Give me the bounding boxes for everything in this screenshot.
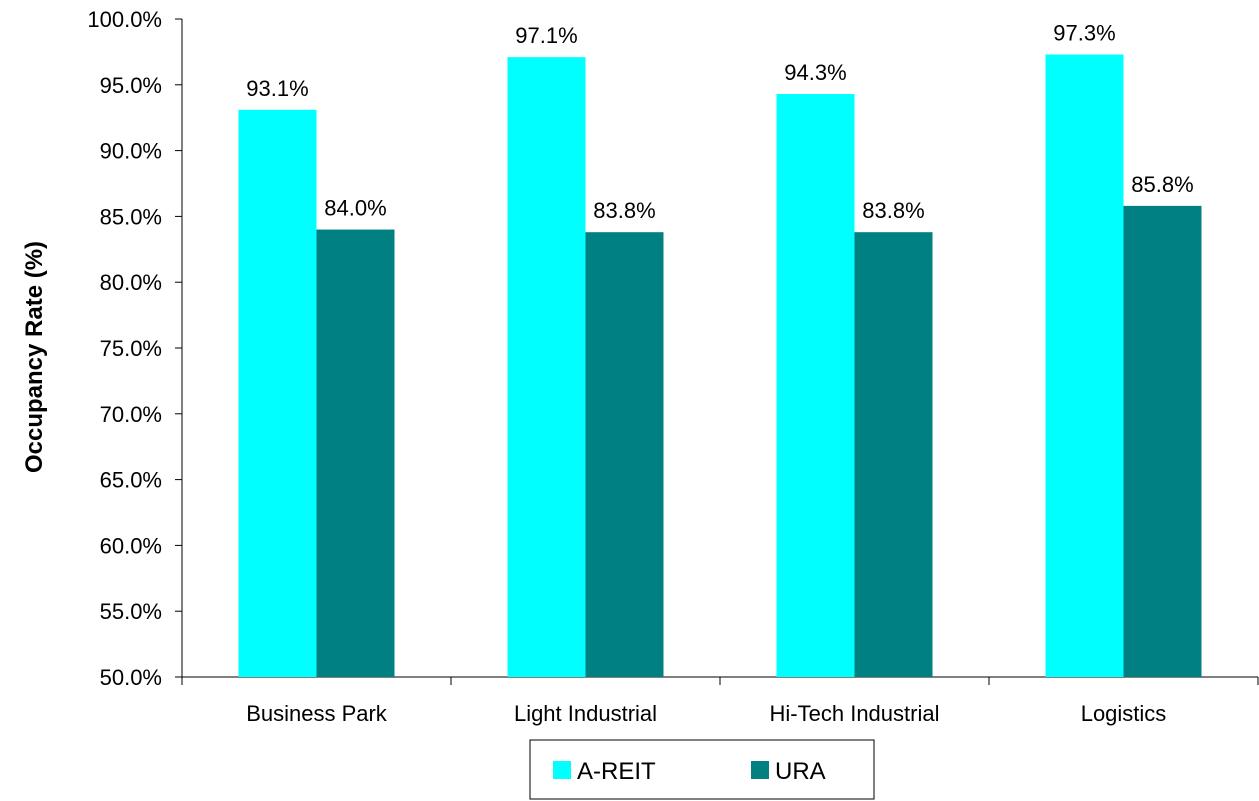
bar-ura-0 [316, 229, 395, 677]
bar-ura-1 [585, 232, 664, 677]
y-tick-label: 60.0% [100, 533, 162, 558]
data-label: 83.8% [593, 198, 655, 223]
y-tick-label: 90.0% [100, 139, 162, 164]
y-tick-label: 95.0% [100, 73, 162, 98]
y-tick-label: 50.0% [100, 665, 162, 690]
bar-a-reit-3 [1045, 54, 1124, 678]
bar-a-reit-2 [776, 94, 855, 677]
y-tick-label: 100.0% [87, 7, 162, 32]
x-tick-label: Business Park [246, 701, 388, 726]
data-label: 83.8% [862, 198, 924, 223]
bar-a-reit-1 [507, 57, 586, 677]
data-label: 97.3% [1053, 21, 1115, 46]
data-label: 93.1% [246, 76, 308, 101]
x-tick-label: Logistics [1081, 701, 1167, 726]
data-labels: 93.1% 84.0% 97.1% 83.8% 94.3% 83.8% 97.3% 85.8% [246, 21, 1193, 224]
legend: A-REIT URA [529, 739, 875, 800]
y-tick-label: 85.0% [100, 204, 162, 229]
data-label: 94.3% [784, 60, 846, 85]
y-tick-label: 70.0% [100, 402, 162, 427]
legend-box [529, 739, 875, 800]
y-tick-label: 55.0% [100, 599, 162, 624]
data-label: 84.0% [324, 196, 386, 221]
legend-label-a-reit: A-REIT [577, 758, 656, 785]
y-axis: 50.0% 55.0% 60.0% 65.0% 70.0% 75.0% 80.0% 85.0%… [87, 7, 183, 690]
legend-swatch-a-reit [553, 761, 571, 779]
bar-ura-3 [1123, 205, 1202, 677]
legend-label-ura: URA [775, 758, 826, 785]
y-tick-label: 80.0% [100, 270, 162, 295]
y-tick-label: 65.0% [100, 468, 162, 493]
bars [238, 54, 1202, 678]
bar-ura-2 [854, 232, 933, 677]
data-label: 85.8% [1131, 172, 1193, 197]
bar-a-reit-0 [238, 109, 317, 677]
x-tick-label: Light Industrial [514, 701, 657, 726]
y-axis-title: Occupancy Rate (%) [21, 241, 48, 473]
y-tick-label: 75.0% [100, 336, 162, 361]
x-axis: Business Park Light Industrial Hi-Tech Ind… [181, 676, 1259, 726]
x-tick-label: Hi-Tech Industrial [770, 701, 940, 726]
data-label: 97.1% [515, 23, 577, 48]
legend-swatch-ura [751, 761, 769, 779]
